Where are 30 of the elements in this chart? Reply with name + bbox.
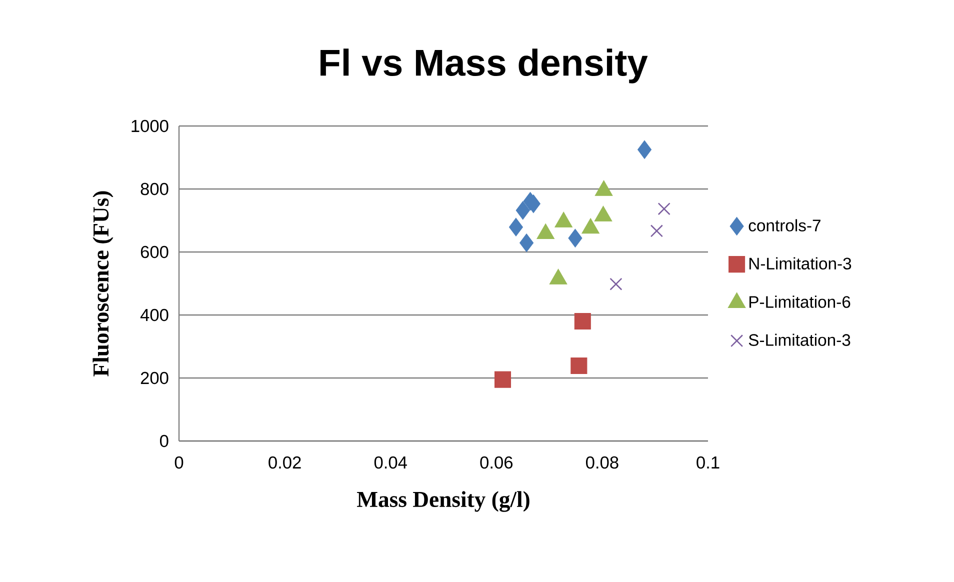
x-tick-label: 0.1 bbox=[696, 456, 720, 469]
y-tick-label: 800 bbox=[140, 182, 168, 196]
legend-label: S-Limitation-3 bbox=[748, 334, 850, 346]
point bbox=[658, 202, 670, 216]
point bbox=[650, 224, 664, 238]
x-axis-title: Mass Density (g/l) bbox=[357, 491, 530, 512]
y-tick-label: 200 bbox=[140, 372, 168, 384]
x-tick-label: 0.04 bbox=[374, 456, 407, 469]
x-tick-label: 0 bbox=[174, 456, 184, 469]
point bbox=[494, 371, 512, 388]
point bbox=[570, 357, 588, 374]
legend-label: controls-7 bbox=[748, 219, 820, 232]
point bbox=[574, 313, 591, 330]
y-tick-label: 600 bbox=[140, 246, 168, 258]
y-axis-title: Fluoroscence (FUs) bbox=[92, 191, 114, 376]
point bbox=[638, 140, 652, 159]
y-tick-label: 1000 bbox=[132, 120, 168, 132]
point bbox=[520, 234, 534, 252]
point bbox=[508, 218, 523, 236]
point bbox=[516, 201, 530, 220]
point bbox=[568, 228, 582, 248]
y-tick-label: 0 bbox=[160, 434, 168, 448]
legend-label: P-Limitation-6 bbox=[749, 296, 850, 308]
chart-title: Fl vs Mass density bbox=[320, 48, 648, 84]
point bbox=[610, 278, 622, 290]
y-tick-label: 400 bbox=[140, 308, 168, 322]
legend-label: N-Limitation-3 bbox=[749, 257, 852, 270]
x-tick-label: 0.06 bbox=[480, 456, 513, 469]
x-tick-label: 0.08 bbox=[586, 456, 618, 469]
x-tick-label: 0.02 bbox=[268, 456, 301, 469]
